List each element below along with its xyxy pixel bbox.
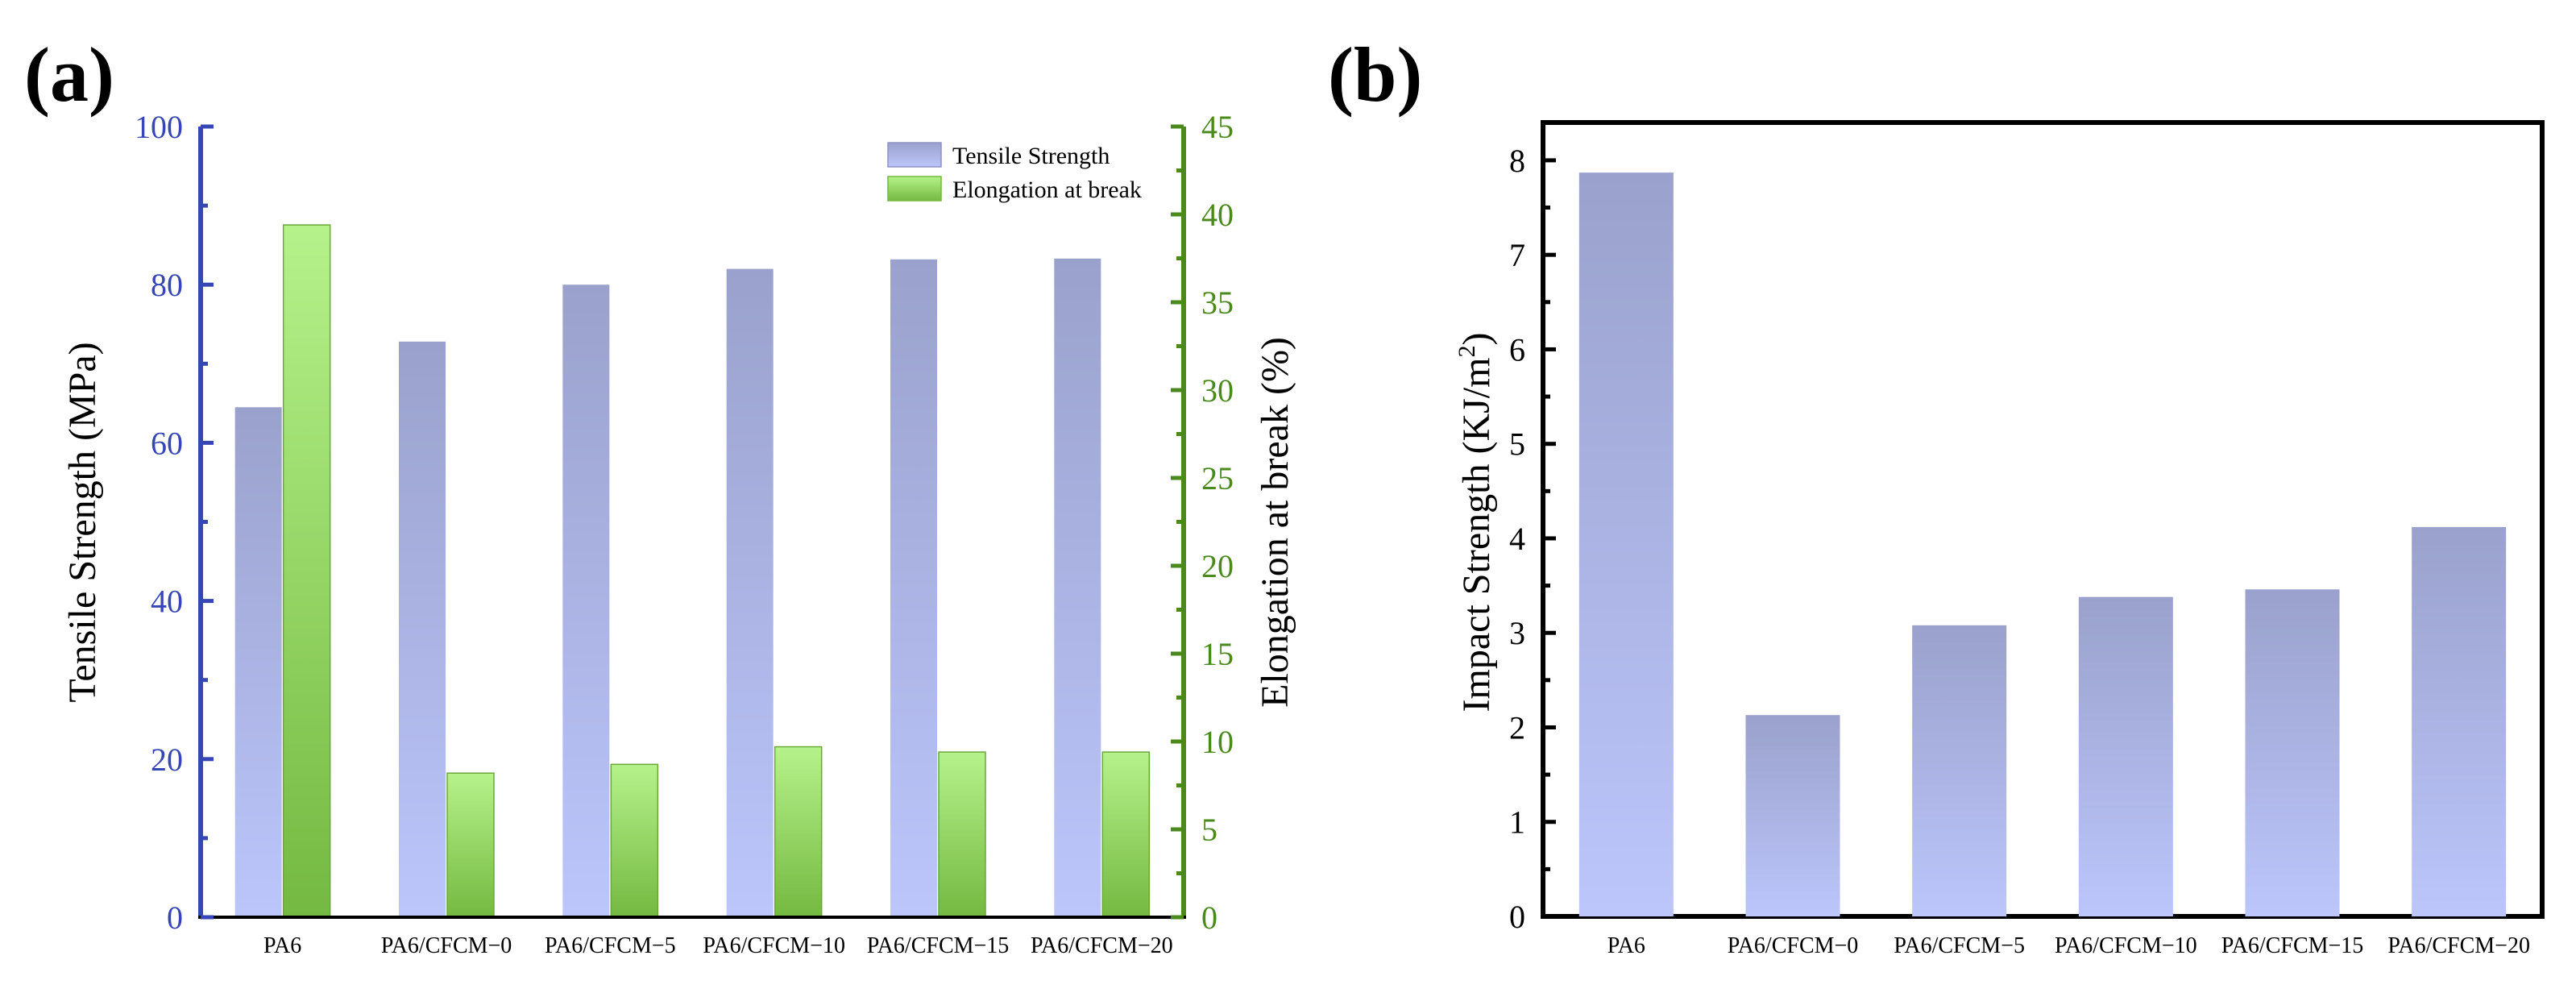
chart-b-x-tick-label: PA6/CFCM−5 <box>1894 933 2025 958</box>
impact-bar-5 <box>2412 526 2507 916</box>
chart-a-y2-axis-title: Elongation at break (%) <box>1254 337 1296 708</box>
chart-a-y-axis-title: Tensile Strength (MPa) <box>61 342 104 702</box>
panel-label-a: (a) <box>24 31 114 118</box>
chart-a-x-tick-label: PA6/CFCM−0 <box>381 933 512 958</box>
chart-b-y-axis-title-end: ) <box>1455 333 1498 346</box>
chart-b: (b) PA6 PA6/CFCM−0 PA6/CFCM−5 PA6/CFCM−10 PA… <box>1328 31 2545 958</box>
chart-a-y2-tick-label: 5 <box>1201 812 1217 848</box>
chart-a-y2-tick-label: 20 <box>1201 548 1234 584</box>
elongation-bar-3 <box>774 746 823 918</box>
panel-label-b: (b) <box>1328 31 1422 118</box>
chart-b-y-axis-title-sup: 2 <box>1454 346 1480 358</box>
chart-a-x-tick-label: PA6/CFCM−5 <box>545 933 676 958</box>
chart-b-y-tick-label: 4 <box>1509 521 1525 557</box>
chart-b-y-tick-label: 8 <box>1509 143 1525 179</box>
chart-b-x-tick-label: PA6 <box>1607 933 1645 958</box>
impact-bar-0 <box>1578 172 1674 916</box>
legend-label-tensile: Tensile Strength <box>952 143 1110 169</box>
elongation-bar-0 <box>282 224 331 918</box>
chart-a-y-tick-label: 0 <box>167 899 183 936</box>
chart-a-y-tick-label: 20 <box>151 742 183 778</box>
elongation-bar-1 <box>446 772 495 918</box>
chart-a-x-tick-label: PA6 <box>263 933 301 958</box>
tensile-bar-3 <box>726 268 774 918</box>
chart-b-x-tick-label: PA6/CFCM−10 <box>2055 933 2197 958</box>
tensile-bar-5 <box>1054 258 1101 917</box>
chart-b-axes: PA6 PA6/CFCM−0 PA6/CFCM−5 PA6/CFCM−10 PA6/CF… <box>1509 143 2530 958</box>
chart-a-y2-tick-label: 0 <box>1201 899 1217 936</box>
chart-a-y2-tick-label: 35 <box>1201 285 1234 321</box>
chart-b-y-axis-title: Impact Strength (KJ/m2) <box>1454 333 1498 712</box>
chart-a-x-tick-label: PA6/CFCM−20 <box>1031 933 1173 958</box>
chart-b-y-tick-label: 6 <box>1509 331 1525 368</box>
tensile-bar-0 <box>234 407 282 917</box>
chart-b-y-tick-label: 2 <box>1509 709 1525 746</box>
legend: Tensile Strength Elongation at break <box>887 142 1142 203</box>
chart-b-bars <box>1578 172 2507 916</box>
chart-a-y2-tick-label: 30 <box>1201 372 1234 409</box>
chart-a-y-tick-label: 100 <box>135 109 183 145</box>
chart-b-y-axis-title-main: Impact Strength (KJ/m <box>1455 358 1498 712</box>
tensile-bar-1 <box>399 341 446 917</box>
chart-a-y-tick-label: 60 <box>151 425 183 461</box>
tensile-bar-4 <box>890 259 937 918</box>
chart-b-y-tick-label: 0 <box>1509 899 1525 935</box>
chart-a-y2-tick-label: 25 <box>1201 460 1234 496</box>
chart-a-x-tick-label: PA6/CFCM−10 <box>703 933 845 958</box>
chart-b-frame <box>1541 120 2545 919</box>
chart-b-y-tick-label: 3 <box>1509 615 1525 651</box>
chart-a-y2-tick-label: 15 <box>1201 636 1234 672</box>
chart-b-x-tick-label: PA6/CFCM−0 <box>1728 933 1859 958</box>
legend-swatch-tensile <box>887 142 942 168</box>
chart-a-y2-tick-label: 40 <box>1201 197 1234 233</box>
legend-swatch-elongation <box>887 176 942 201</box>
chart-a-y-tick-label: 40 <box>151 584 183 620</box>
chart-b-y-tick-label: 5 <box>1509 426 1525 463</box>
chart-b-x-tick-label: PA6/CFCM−20 <box>2387 933 2530 958</box>
elongation-bar-2 <box>610 763 659 918</box>
elongation-bar-4 <box>938 751 986 918</box>
chart-b-x-tick-label: PA6/CFCM−15 <box>2221 933 2364 958</box>
chart-a-y2-tick-label: 45 <box>1201 109 1234 145</box>
chart-a-bars <box>234 224 1151 918</box>
chart-b-y-tick-label: 1 <box>1509 804 1525 841</box>
chart-a-axes: PA6 PA6/CFCM−0 PA6/CFCM−5 PA6/CFCM−10 PA6/CF… <box>135 109 1234 958</box>
chart-a: (a) PA6 PA6/CFCM−0 PA6/CFCM−5 PA6/CFCM−10 PA… <box>24 31 1296 958</box>
chart-a-y2-tick-label: 10 <box>1201 724 1234 760</box>
impact-bar-4 <box>2245 589 2340 916</box>
tensile-bar-2 <box>562 285 610 917</box>
legend-label-elongation: Elongation at break <box>952 177 1142 203</box>
chart-b-y-tick-label: 7 <box>1509 237 1525 273</box>
elongation-bar-5 <box>1101 751 1151 918</box>
impact-bar-3 <box>2078 596 2173 916</box>
chart-a-y-tick-label: 80 <box>151 267 183 303</box>
impact-bar-2 <box>1912 625 2007 916</box>
impact-bar-1 <box>1745 715 1840 916</box>
chart-a-x-tick-label: PA6/CFCM−15 <box>867 933 1010 958</box>
